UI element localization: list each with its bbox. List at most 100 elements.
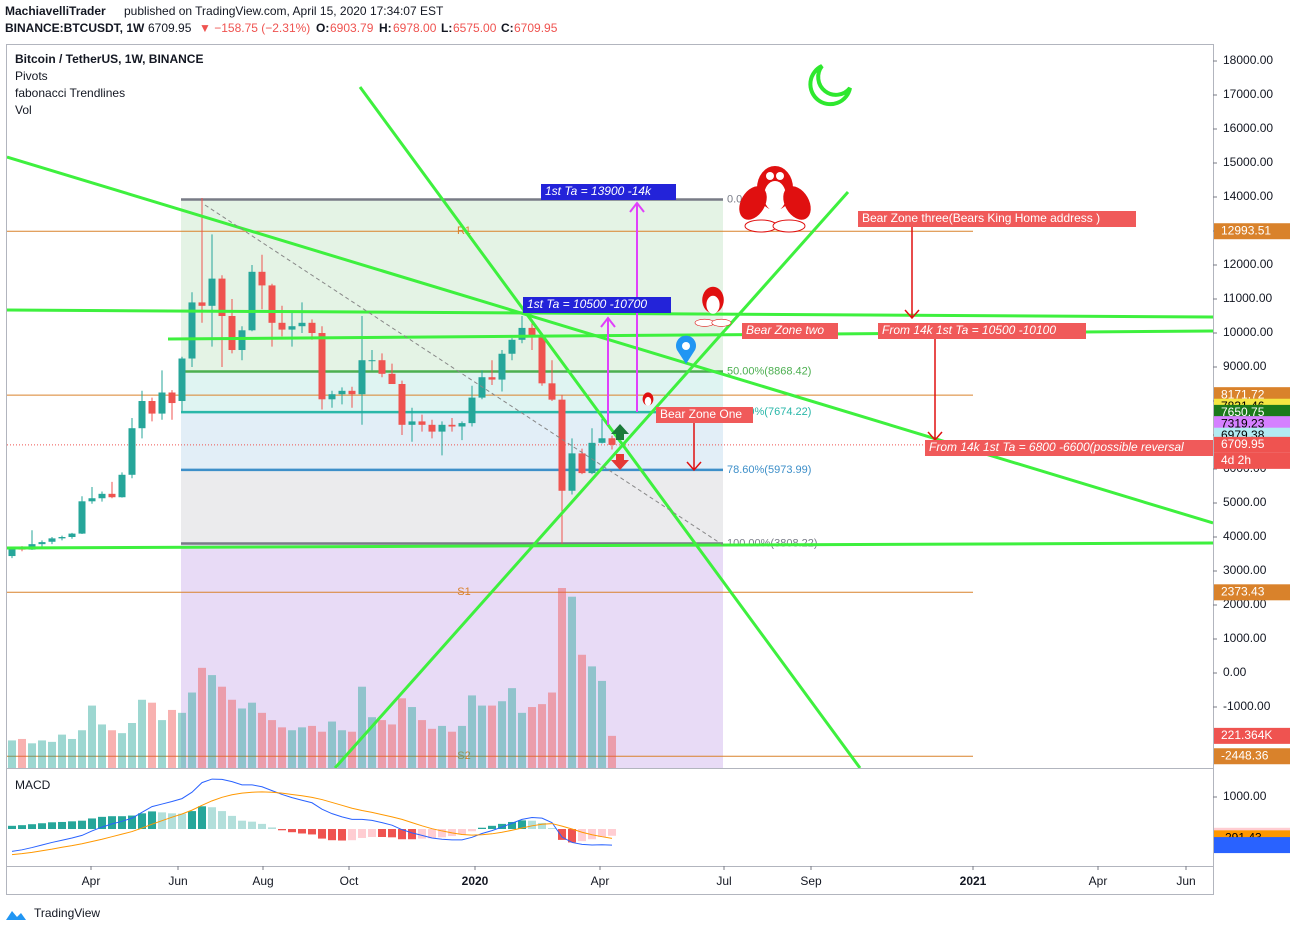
- y-tick-label: 11000.00: [1223, 291, 1272, 305]
- countdown-tag-bg: [1214, 452, 1290, 469]
- countdown-tag: 4d 2h: [1221, 453, 1251, 467]
- candle-body: [138, 401, 146, 429]
- volume-bar: [38, 740, 46, 768]
- fib-band: [181, 543, 723, 768]
- macd-histogram-bar: [198, 806, 206, 830]
- macd-histogram-bar: [558, 829, 566, 840]
- volume-bar: [238, 708, 246, 768]
- macd-title: MACD: [15, 778, 51, 792]
- volume-bar: [8, 740, 16, 768]
- change: ▼ −158.75 (−2.31%): [199, 21, 310, 35]
- trendline: [7, 308, 1213, 319]
- y-tick-label: 0.00: [1223, 665, 1247, 679]
- ohlc-label: H:: [379, 21, 392, 35]
- logo: [6, 911, 26, 920]
- volume-bar: [28, 743, 36, 768]
- macd-histogram-bar: [458, 829, 466, 835]
- macd-histogram-bar: [88, 818, 96, 830]
- macd-histogram-bar: [288, 829, 296, 833]
- macd-histogram-bar: [488, 825, 496, 830]
- volume-bar: [488, 705, 496, 768]
- y-tick-label: 14000.00: [1223, 189, 1273, 203]
- y-tick-label: 17000.00: [1223, 87, 1273, 101]
- ohlc-value: 6903.79: [330, 21, 374, 35]
- pivot-tag-bg: [1214, 223, 1290, 240]
- pivot-label: S2: [457, 750, 470, 762]
- macd-histogram-bar: [78, 820, 86, 830]
- candle-body: [488, 377, 496, 380]
- macd-histogram-bar: [108, 816, 116, 830]
- volume-bar: [418, 720, 426, 768]
- candle-body: [588, 442, 596, 474]
- candle-body: [368, 360, 376, 362]
- macd-histogram-bar: [18, 825, 26, 830]
- annotation: From 14k 1st Ta = 10500 -10100: [882, 323, 1056, 337]
- macd-histogram-bar: [118, 816, 126, 830]
- label-box: [523, 297, 671, 313]
- fib-label: 78.60%(5973.99): [727, 464, 811, 476]
- trendlines: [7, 86, 1213, 768]
- penguin-wing: [783, 186, 811, 220]
- macd-histogram-bar: [408, 829, 416, 840]
- macd-histogram-bar: [48, 822, 56, 830]
- candle-body: [198, 302, 206, 306]
- volume-bar: [498, 701, 506, 768]
- ohlc-value: 6978.00: [393, 21, 437, 35]
- volume-bar: [178, 712, 186, 768]
- arrow: [686, 423, 702, 472]
- penguin-belly: [644, 396, 652, 406]
- macd-histogram-bar: [168, 813, 176, 830]
- ohlc-label: O:: [316, 21, 329, 35]
- candle-body: [178, 358, 186, 402]
- volume-bar: [588, 666, 596, 768]
- volume-bar: [358, 686, 366, 768]
- label-box: [878, 323, 1086, 339]
- volume-bar: [398, 698, 406, 768]
- volume-bar: [68, 738, 76, 768]
- x-tick-label: Apr: [1089, 874, 1108, 888]
- volume-bar: [198, 667, 206, 768]
- penguin-eye: [776, 172, 784, 180]
- macd-histogram-bar: [348, 829, 356, 841]
- macd-histogram-bar: [568, 829, 576, 843]
- y-tick-label: 3000.00: [1223, 563, 1267, 577]
- y-tick-label: 1000.00: [1223, 789, 1267, 803]
- candle-body: [238, 330, 246, 351]
- macd-histogram-bar: [358, 829, 366, 838]
- x-tick-label: Aug: [252, 874, 273, 888]
- map-pin-dot: [682, 342, 690, 350]
- volume-bar: [458, 725, 466, 768]
- y-tick-label: 16000.00: [1223, 121, 1273, 135]
- annotation: Bear Zone two: [746, 323, 824, 337]
- legend-item: Vol: [15, 103, 32, 117]
- y-tick-label: 9000.00: [1223, 359, 1267, 373]
- penguin-foot: [772, 219, 806, 233]
- macd-pane: [8, 778, 616, 856]
- volume-bar: [218, 686, 226, 768]
- candle-body: [308, 322, 316, 334]
- published: published on TradingView.com, April 15, …: [124, 4, 444, 18]
- volume-bar: [228, 699, 236, 768]
- footer: TradingView: [34, 906, 100, 920]
- legend-item: fabonacci Trendlines: [15, 86, 125, 100]
- pivot-tag: 8171.72: [1221, 387, 1265, 401]
- x-tick-label: 2021: [960, 874, 987, 888]
- volume-bar: [98, 724, 106, 768]
- candle-body: [448, 424, 456, 427]
- volume-bar: [468, 695, 476, 768]
- x-tick-label: Jul: [716, 874, 731, 888]
- arrow: [904, 227, 920, 320]
- macd-histogram-bar: [268, 827, 276, 830]
- volume-bar: [548, 692, 556, 768]
- candle-body: [568, 453, 576, 491]
- candle-body: [8, 547, 16, 557]
- fib-band: [181, 371, 723, 413]
- fib-label: 50.00%(8868.42): [727, 365, 811, 377]
- y-tick-label: 1000.00: [1223, 631, 1267, 645]
- pivot-tag-bg: [1214, 584, 1290, 601]
- volume-bar: [528, 707, 536, 768]
- signal-line: [11, 791, 613, 856]
- candle-body: [228, 316, 236, 351]
- macd-histogram-bar: [278, 829, 286, 831]
